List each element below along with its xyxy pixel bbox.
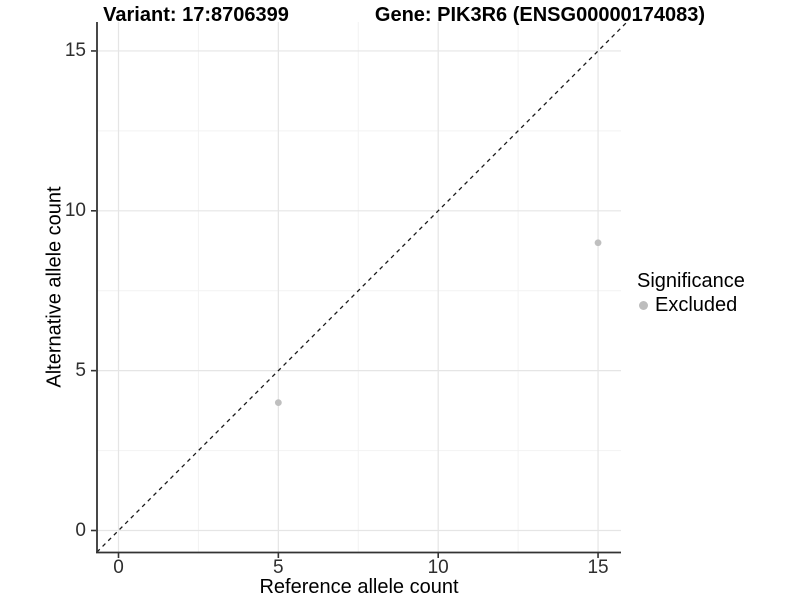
x-tick-label: 10 [427,557,449,578]
gene-title: Gene: PIK3R6 (ENSG00000174083) [374,4,706,26]
y-tick-label: 10 [64,199,86,221]
data-point [274,399,282,407]
y-tick-label: 5 [75,359,86,381]
legend-item-label: Excluded [655,294,738,316]
y-tick-label: 0 [75,519,86,541]
x-tick-label: 5 [273,557,284,578]
x-axis-title: Reference allele count [259,576,459,598]
excluded-point-icon [639,300,648,310]
legend-title: Significance [637,270,745,292]
y-tick-label: 15 [64,39,86,61]
legend-item-excluded: Excluded [637,294,745,316]
panel-content [96,21,627,553]
identity-dashed-line [96,21,627,553]
data-point [594,239,602,247]
variant-title: Variant: 17:8706399 [103,4,289,26]
x-tick-label: 0 [113,557,124,578]
legend: Significance Excluded [637,270,745,317]
x-tick-label: 15 [587,557,609,578]
